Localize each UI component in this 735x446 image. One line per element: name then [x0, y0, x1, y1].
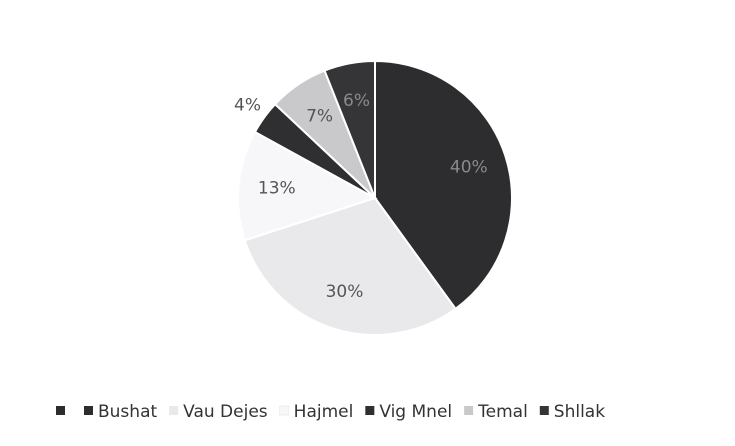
data-label: 13% [258, 179, 296, 199]
pie [237, 59, 513, 336]
legend: Bushat Vau Dejes Hajmel Vig Mnel Temal Shllak [56, 402, 605, 422]
legend-label: Vau Dejes [183, 402, 268, 422]
legend-marker [84, 406, 93, 415]
legend-label: Bushat [98, 402, 157, 422]
legend-label: Shllak [554, 402, 605, 422]
legend-marker [279, 405, 290, 416]
pie-slice [237, 130, 378, 242]
legend-label: Hajmel [294, 402, 354, 422]
pie-slice [243, 196, 457, 336]
legend-marker [56, 406, 65, 415]
pie-slice [323, 59, 376, 199]
legend-marker [464, 406, 474, 415]
data-label: 40% [450, 158, 488, 178]
legend-marker [539, 406, 549, 415]
legend-marker [365, 406, 375, 415]
data-label: 7% [306, 106, 333, 126]
legend-label: Vig Mnel [379, 402, 452, 422]
pie-slice [374, 59, 513, 311]
data-labels: 40% 30% 13% 4% 7% 6% [234, 91, 488, 302]
legend-label: Temal [477, 402, 528, 422]
data-label: 6% [343, 91, 370, 111]
legend-marker [169, 406, 179, 415]
data-label: 4% [234, 95, 261, 115]
data-label: 30% [326, 282, 364, 302]
